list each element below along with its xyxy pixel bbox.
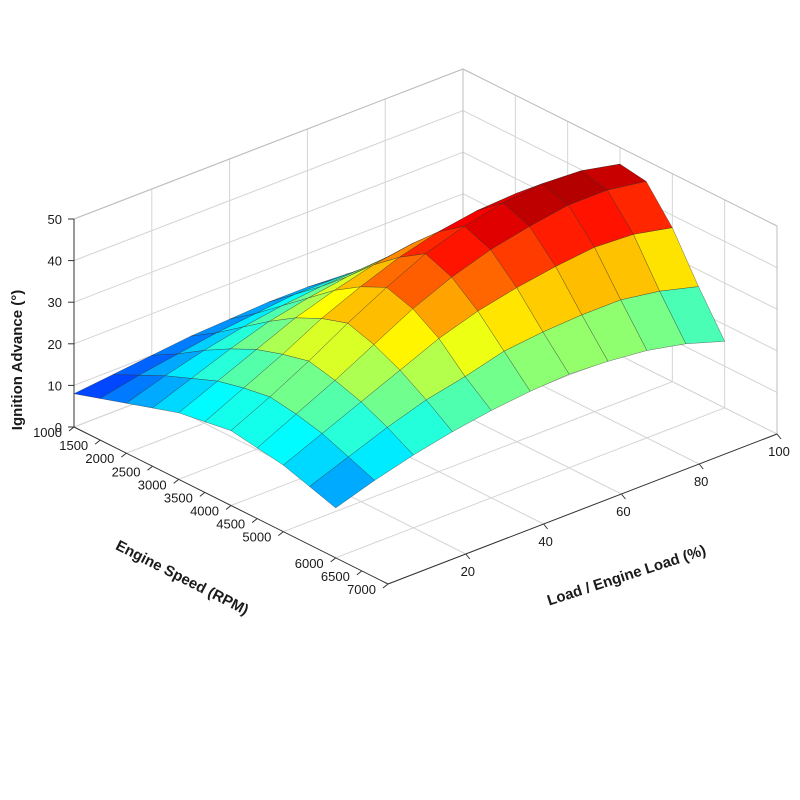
x-tick-mark-3	[147, 465, 153, 471]
x-tick-mark-4	[173, 478, 179, 484]
x-tick-label-5: 3500	[164, 490, 193, 505]
x-tick-mark-0	[68, 426, 75, 432]
box-edge-top-right	[462, 68, 778, 227]
x-tick-label-7: 4500	[216, 517, 245, 532]
x-tick-mark-11	[382, 583, 389, 589]
grid-line-x-floor-4	[283, 381, 673, 533]
x-tick-label-4: 3000	[138, 477, 167, 492]
y-axis-title: Load / Engine Load (%)	[545, 542, 708, 609]
z-tick-label-1: 10	[48, 378, 62, 393]
x-tick-mark-5	[199, 492, 206, 497]
x-tick-label-8: 5000	[242, 530, 271, 545]
y-tick-mark-1	[543, 523, 548, 530]
x-tick-label-10: 6500	[321, 569, 350, 584]
x-tick-mark-9	[330, 557, 336, 563]
x-tick-label-1: 1500	[59, 438, 88, 453]
x-tick-label-6: 4000	[190, 504, 219, 519]
x-tick-label-0: 1000	[33, 425, 62, 440]
z-tick-label-4: 40	[48, 254, 62, 269]
x-tick-label-2: 2000	[85, 451, 114, 466]
z-tick-label-3: 30	[48, 295, 62, 310]
y-tick-label-0: 20	[461, 564, 475, 579]
y-axis-line	[387, 433, 778, 585]
x-tick-mark-7	[251, 518, 258, 523]
surface-cell-0-9	[309, 456, 375, 509]
x-tick-mark-6	[225, 505, 232, 510]
grid-line-z-left-4	[73, 110, 464, 262]
x-tick-label-9: 6000	[295, 556, 324, 571]
surface-layer	[73, 163, 726, 509]
x-tick-mark-2	[121, 452, 127, 458]
grid-line-z-left-3	[73, 151, 464, 303]
box-edge-top-left	[73, 68, 464, 220]
axis-layer: 0102030405010001500200025003000350040004…	[33, 212, 790, 597]
y-tick-label-4: 100	[768, 444, 790, 459]
x-tick-mark-1	[94, 439, 101, 445]
y-tick-mark-4	[776, 433, 782, 440]
y-tick-label-3: 80	[694, 474, 708, 489]
z-axis-title: Ignition Advance (°)	[9, 290, 26, 430]
y-tick-mark-0	[465, 553, 471, 560]
z-tick-label-5: 50	[48, 212, 62, 227]
x-tick-label-3: 2500	[112, 464, 141, 479]
grid-line-x-floor-5	[335, 407, 725, 559]
grid-line-z-left-2	[73, 193, 464, 345]
z-tick-label-0: 0	[55, 420, 62, 435]
y-tick-label-2: 60	[616, 504, 630, 519]
y-tick-label-1: 40	[538, 534, 552, 549]
x-tick-label-11: 7000	[347, 582, 376, 597]
x-tick-mark-10	[356, 570, 363, 576]
y-tick-mark-2	[621, 493, 626, 500]
x-axis-title: Engine Speed (RPM)	[113, 537, 251, 619]
y-tick-mark-3	[698, 463, 704, 470]
x-tick-mark-8	[278, 531, 284, 537]
z-tick-label-2: 20	[48, 337, 62, 352]
